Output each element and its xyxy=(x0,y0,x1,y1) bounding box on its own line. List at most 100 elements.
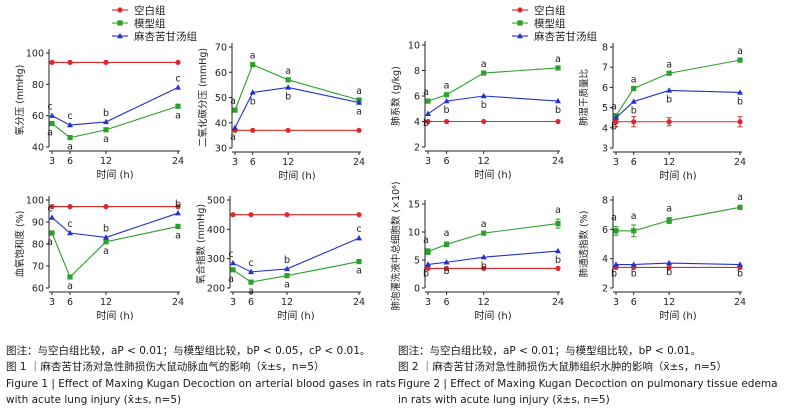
x-tick-label: 24 xyxy=(734,297,746,308)
data-point xyxy=(232,107,238,113)
data-point xyxy=(481,118,487,125)
figure1-caption-en-1: Figure 1 | Effect of Maxing Kugan Decoct… xyxy=(6,378,396,390)
legend-label: 空白组 xyxy=(134,4,166,17)
y-tick-label: 100 xyxy=(26,196,44,207)
data-point xyxy=(67,59,73,65)
y-axis-label: 肺系数 (g/kg) xyxy=(390,66,402,126)
significance-label: b xyxy=(611,269,617,280)
figure2-caption-en-1: Figure 2 | Effect of Maxing Kugan Decoct… xyxy=(398,378,778,390)
x-axis-label: 时间 (h) xyxy=(278,169,315,182)
y-tick-label: 80 xyxy=(32,240,44,251)
significance-label: b xyxy=(444,105,450,116)
series-1 xyxy=(425,265,561,271)
significance-label: b xyxy=(423,268,429,279)
legend-label: 空白组 xyxy=(534,4,566,17)
significance-label: a xyxy=(737,46,743,57)
data-point xyxy=(666,217,672,224)
x-axis-label: 时间 (h) xyxy=(474,168,511,181)
y-tick-label: 300 xyxy=(207,254,225,265)
data-point xyxy=(737,89,743,95)
significance-label: a xyxy=(481,59,487,70)
series-line xyxy=(427,223,559,253)
significance-label: a xyxy=(737,192,743,203)
data-point xyxy=(443,259,450,265)
significance-label: a xyxy=(284,280,290,291)
significance-label: c xyxy=(67,219,72,230)
data-point xyxy=(175,210,181,216)
data-point xyxy=(67,229,73,236)
significance-label: b xyxy=(666,94,672,105)
chart-panel-1: 40 60 80 100 3 6 12 24 时间 (h) 氧分压 (mmHg) a c a c a b a c xyxy=(14,49,184,182)
data-point xyxy=(285,84,292,90)
data-point xyxy=(356,259,362,265)
data-point xyxy=(480,254,487,260)
data-point xyxy=(631,85,637,92)
series-2 xyxy=(49,223,181,280)
figure2-note: 图注：与空白组比较，aP < 0.01；与模型组比较，bP < 0.01。 xyxy=(398,345,701,357)
y-tick-label: 4 xyxy=(602,254,608,265)
data-point xyxy=(285,77,291,83)
data-point xyxy=(425,118,431,125)
x-tick-label: 6 xyxy=(67,156,73,167)
significance-label: a xyxy=(555,54,561,65)
significance-label: a xyxy=(248,286,254,297)
x-tick-label: 24 xyxy=(353,157,365,168)
y-tick-label: 7 xyxy=(602,63,608,74)
y-tick-label: 50 xyxy=(215,93,227,104)
data-point xyxy=(666,70,672,76)
significance-label: a xyxy=(611,212,617,223)
significance-label: a xyxy=(631,74,637,85)
data-point xyxy=(248,212,254,218)
significance-label: a xyxy=(444,228,450,239)
x-tick-label: 6 xyxy=(444,297,450,308)
y-tick-label: 40 xyxy=(32,143,44,154)
x-tick-label: 3 xyxy=(232,157,238,168)
data-point xyxy=(630,261,637,267)
series-line xyxy=(616,206,741,232)
significance-label: a xyxy=(103,246,109,257)
chart-panel-3: 60 70 80 90 100 3 6 12 24 时间 (h) 血氧饱和度 (%) a c a c a b a b xyxy=(14,196,184,323)
x-tick-label: 24 xyxy=(734,157,746,168)
significance-label: b xyxy=(444,266,450,277)
figure1-note: 图注：与空白组比较，aP < 0.01；与模型组比较，bP < 0.05，cP … xyxy=(6,345,371,357)
data-point xyxy=(666,119,672,125)
data-point xyxy=(555,221,561,227)
y-tick-label: 5 xyxy=(414,256,420,267)
legend-marker xyxy=(117,7,123,13)
data-point xyxy=(175,84,181,90)
legend-label: 模型组 xyxy=(134,17,166,30)
significance-label: b xyxy=(631,106,637,117)
y-tick-label: 4 xyxy=(602,123,608,134)
significance-label: a xyxy=(356,107,362,118)
series-3 xyxy=(613,87,743,120)
significance-label: a xyxy=(67,281,73,292)
y-axis-label: 血氧饱和度 (%) xyxy=(14,211,26,278)
x-tick-label: 24 xyxy=(353,297,365,308)
legend-label: 麻杏苦甘汤组 xyxy=(534,30,597,43)
series-3 xyxy=(613,259,743,267)
x-axis-label: 时间 (h) xyxy=(474,309,511,322)
data-point xyxy=(250,127,256,133)
data-point xyxy=(443,118,450,125)
series-line xyxy=(234,86,360,129)
y-tick-label: 70 xyxy=(32,262,44,273)
data-point xyxy=(613,119,619,125)
figure2-caption-en-2: in rats with acute lung injury (x̄±s, n=… xyxy=(398,394,610,406)
y-axis-label: 肺通透指数 (%) xyxy=(578,211,590,278)
x-axis-label: 时间 (h) xyxy=(277,309,314,322)
significance-label: c xyxy=(248,258,253,269)
significance-label: b xyxy=(175,199,181,210)
data-point xyxy=(425,98,431,104)
x-tick-label: 6 xyxy=(631,157,637,168)
y-tick-label: 8 xyxy=(602,196,608,207)
data-point xyxy=(285,127,291,133)
data-point xyxy=(443,97,450,104)
y-tick-label: 200 xyxy=(207,284,225,295)
data-point xyxy=(175,59,181,65)
series-line xyxy=(232,237,360,273)
data-point xyxy=(103,127,109,133)
x-tick-label: 12 xyxy=(100,297,112,308)
data-point xyxy=(356,234,362,241)
